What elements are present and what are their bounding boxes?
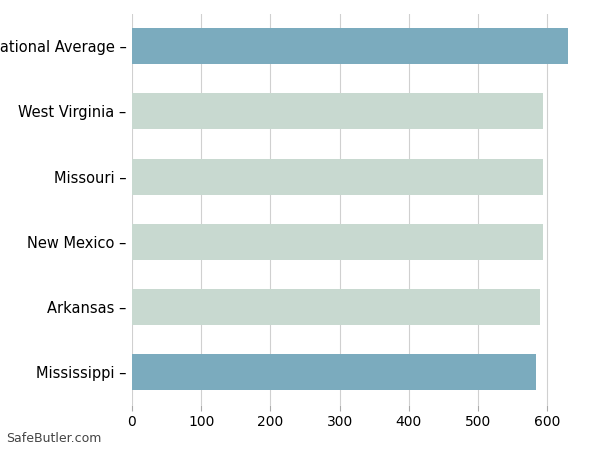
Bar [132, 94, 542, 129]
Bar [132, 224, 542, 260]
Text: SafeButler.com: SafeButler.com [6, 432, 101, 446]
Bar [132, 159, 542, 194]
Bar [132, 355, 536, 390]
Bar [132, 28, 568, 64]
Bar [132, 289, 541, 325]
